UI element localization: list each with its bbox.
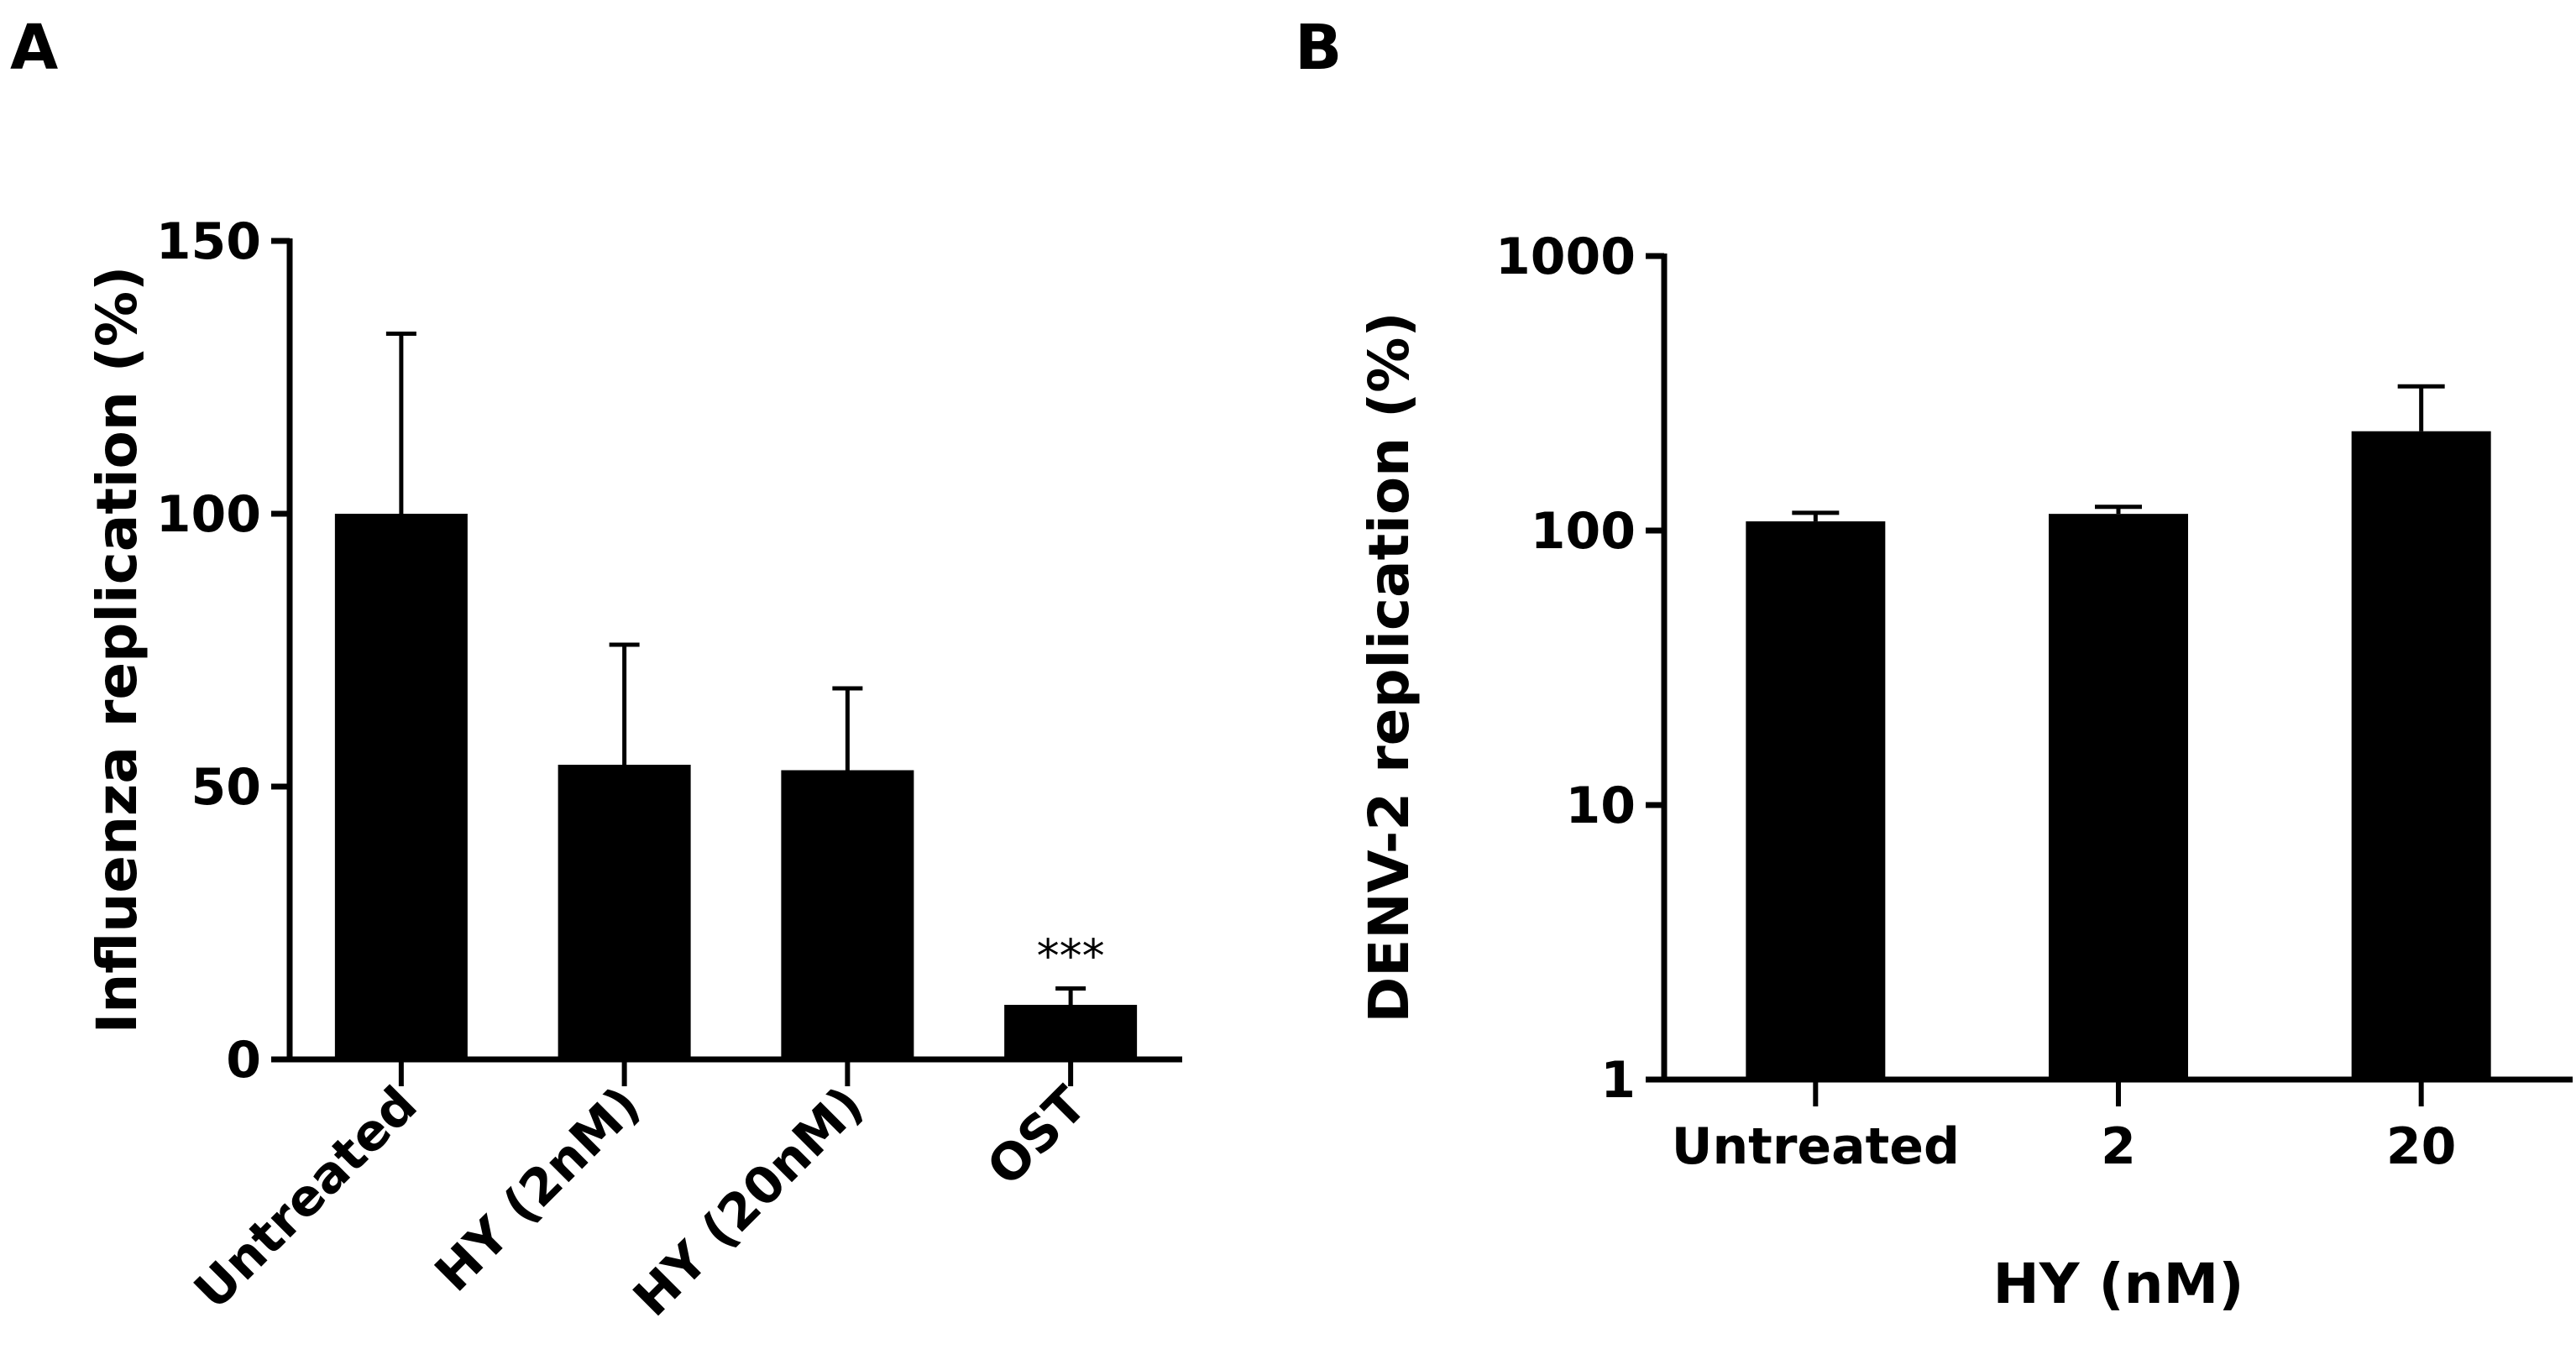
x-tick-label: HY (20nM) — [622, 1075, 875, 1328]
y-tick-label: 150 — [156, 212, 261, 271]
x-tick-label: Untreated — [1672, 1117, 1960, 1176]
panel-b-label: B — [1295, 12, 1342, 84]
x-tick-label: HY (2nM) — [424, 1075, 652, 1303]
x-tick-label: 20 — [2386, 1117, 2457, 1176]
bar — [1746, 521, 1886, 1080]
x-axis-title: HY (nM) — [1993, 1252, 2244, 1316]
y-tick-label: 100 — [1531, 502, 1636, 561]
bar — [334, 514, 468, 1059]
y-tick-label: 1 — [1600, 1051, 1636, 1110]
y-tick-label: 1000 — [1495, 227, 1636, 286]
x-tick-label: Untreated — [183, 1075, 428, 1320]
y-axis-title: Influenza replication (%) — [85, 266, 149, 1034]
y-tick-label: 10 — [1566, 777, 1636, 835]
bar — [558, 765, 691, 1059]
bar — [1004, 1005, 1138, 1059]
bar — [2351, 431, 2491, 1080]
x-tick-label: 2 — [2101, 1117, 2136, 1176]
y-tick-label: 50 — [191, 758, 262, 817]
x-tick-label: OST — [976, 1075, 1098, 1197]
significance-annotation: *** — [1037, 930, 1105, 983]
y-tick-label: 0 — [226, 1031, 261, 1090]
y-axis-title: DENV-2 replication (%) — [1357, 311, 1422, 1022]
bar — [781, 770, 914, 1059]
panel-a-label: A — [10, 12, 58, 84]
bar — [2049, 514, 2188, 1080]
y-tick-label: 100 — [156, 485, 261, 544]
chart-b: 1 10 100 1000 Untreated 2 20 DENV-2 replication… — [1357, 227, 2573, 1316]
